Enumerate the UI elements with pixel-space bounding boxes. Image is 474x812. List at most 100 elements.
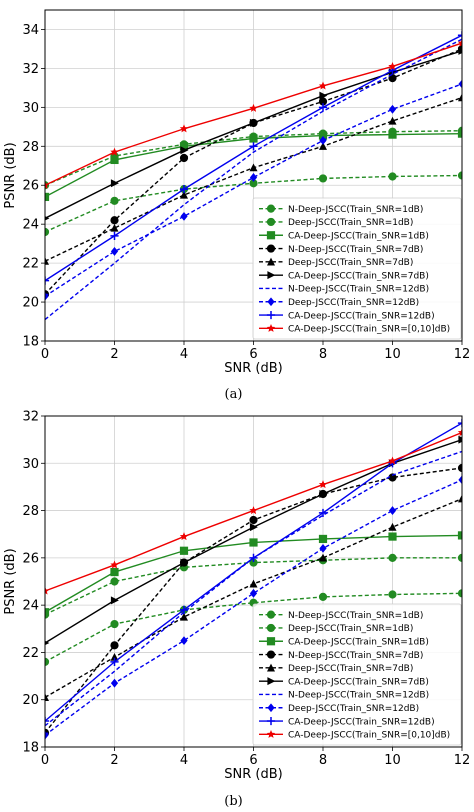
data-point <box>388 74 397 83</box>
legend-label: N-Deep-JSCC(Train_SNR=12dB) <box>288 285 429 295</box>
data-point <box>110 147 119 156</box>
legend-label: CA-Deep-JSCC(Train_SNR=[0,10]dB) <box>288 731 450 741</box>
data-point <box>388 456 397 465</box>
data-point <box>110 231 119 240</box>
data-point <box>388 104 397 114</box>
legend-marker <box>267 677 276 686</box>
data-point <box>318 103 328 112</box>
legend-item: N-Deep-JSCC(Train_SNR=12dB) <box>259 691 429 701</box>
legend-marker <box>266 310 276 320</box>
legend-item: N-Deep-JSCC(Train_SNR=1dB) <box>259 204 423 215</box>
data-point <box>249 588 258 598</box>
data-point <box>458 435 462 444</box>
data-point <box>249 163 258 172</box>
x-tick-label: 4 <box>180 347 188 362</box>
x-axis: 0 2 4 6 8 10 12 <box>41 747 470 768</box>
legend-item: Deep-JSCC(Train_SNR=7dB) <box>259 257 413 268</box>
series-3 <box>45 531 462 617</box>
legend-marker <box>266 716 276 726</box>
data-point <box>249 515 258 525</box>
y-tick-label: 20 <box>22 296 39 311</box>
data-point <box>249 173 258 182</box>
y-tick-label: 20 <box>22 693 39 708</box>
series-8 <box>45 79 462 301</box>
y-axis-label: PSNR (dB) <box>3 548 18 614</box>
data-point <box>179 185 189 194</box>
data-point <box>458 93 462 102</box>
legend-label: Deep-JSCC(Train_SNR=1dB) <box>288 624 413 634</box>
x-tick-label: 12 <box>454 347 471 362</box>
legend-label: CA-Deep-JSCC(Train_SNR=[0,10]dB) <box>288 325 450 335</box>
data-point <box>179 605 189 614</box>
chart-caption: (a) <box>225 387 243 402</box>
data-point <box>110 560 119 569</box>
data-point <box>249 553 258 562</box>
legend-label: N-Deep-JSCC(Train_SNR=12dB) <box>288 691 429 701</box>
data-point <box>318 174 328 183</box>
legend-marker <box>267 257 275 266</box>
data-point <box>110 619 119 629</box>
y-tick-label: 24 <box>22 218 39 233</box>
data-point <box>179 124 189 133</box>
legend-marker <box>266 217 276 227</box>
x-tick-label: 6 <box>249 347 257 362</box>
legend-label: Deep-JSCC(Train_SNR=7dB) <box>288 664 413 674</box>
y-tick-label: 22 <box>22 646 39 661</box>
x-tick-label: 0 <box>41 347 49 362</box>
legend-item: N-Deep-JSCC(Train_SNR=7dB) <box>259 244 423 255</box>
legend-label: CA-Deep-JSCC(Train_SNR=12dB) <box>288 717 435 727</box>
data-point <box>45 640 50 646</box>
data-point <box>458 494 462 503</box>
data-point <box>249 523 258 532</box>
data-point <box>180 558 189 567</box>
legend-item: CA-Deep-JSCC(Train_SNR=1dB) <box>259 637 429 647</box>
data-point <box>319 142 327 150</box>
legend-item: Deep-JSCC(Train_SNR=1dB) <box>259 217 413 228</box>
x-tick-label: 2 <box>110 347 118 362</box>
data-point <box>110 155 119 165</box>
data-point <box>458 475 462 485</box>
data-point <box>110 567 119 577</box>
data-point <box>319 553 327 562</box>
legend-item: CA-Deep-JSCC(Train_SNR=12dB) <box>259 716 435 727</box>
data-point <box>318 534 328 544</box>
data-point <box>110 596 119 605</box>
legend-item: N-Deep-JSCC(Train_SNR=1dB) <box>259 610 423 621</box>
data-point <box>249 538 258 547</box>
y-tick-label: 26 <box>22 179 39 194</box>
data-point <box>458 79 462 89</box>
y-tick-label: 30 <box>22 101 39 116</box>
y-axis: 18 20 22 24 26 28 30 32 34 <box>22 23 45 350</box>
legend-marker <box>266 637 276 646</box>
y-tick-label: 18 <box>22 335 39 350</box>
y-tick-label: 30 <box>22 457 39 472</box>
data-point <box>318 81 328 90</box>
legend-marker <box>266 650 276 659</box>
data-point <box>319 91 328 100</box>
series-9 <box>45 31 462 285</box>
y-tick-label: 34 <box>22 23 39 38</box>
data-point <box>457 38 462 47</box>
y-tick-label: 32 <box>22 62 39 77</box>
data-point <box>249 579 258 588</box>
x-tick-label: 8 <box>319 347 327 362</box>
data-point <box>318 508 328 518</box>
legend-marker <box>267 663 275 672</box>
legend-marker <box>267 297 275 307</box>
data-point <box>110 216 119 225</box>
x-axis-label: SNR (dB) <box>224 767 282 782</box>
y-tick-label: 26 <box>22 551 39 566</box>
data-point <box>110 641 119 650</box>
legend-label: Deep-JSCC(Train_SNR=12dB) <box>288 704 419 714</box>
data-point <box>249 103 258 112</box>
y-axis: 18 20 22 24 26 28 30 32 <box>22 410 45 756</box>
legend-item: Deep-JSCC(Train_SNR=12dB) <box>259 703 419 714</box>
data-point <box>45 180 50 189</box>
data-point <box>319 544 327 553</box>
data-point <box>249 506 258 515</box>
legend-marker <box>267 703 275 713</box>
legend-item: N-Deep-JSCC(Train_SNR=7dB) <box>259 650 423 661</box>
series-7 <box>45 38 462 321</box>
data-point <box>110 657 119 666</box>
